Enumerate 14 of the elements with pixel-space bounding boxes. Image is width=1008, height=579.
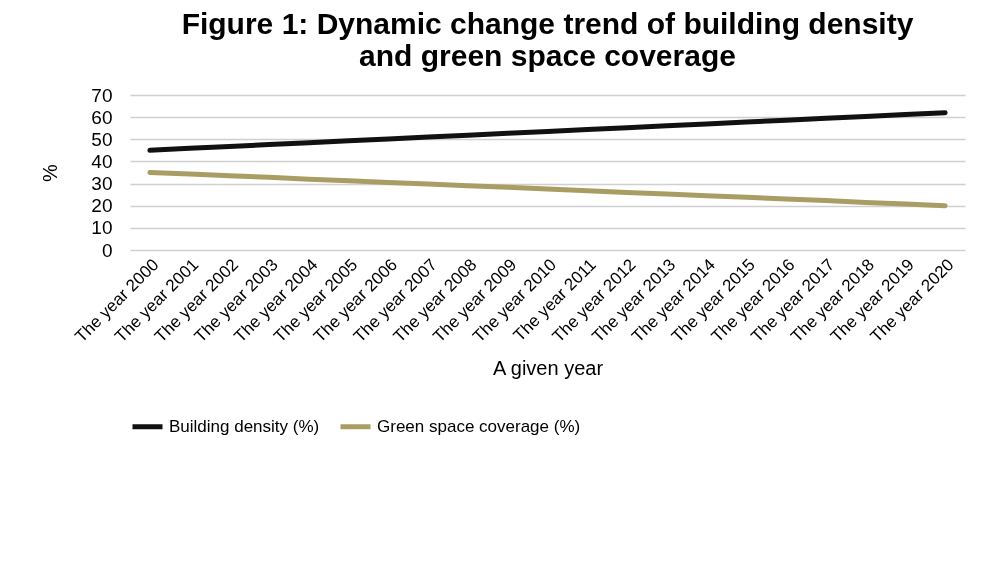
y-tick-label: 70	[91, 84, 113, 106]
y-tick-label: 60	[91, 106, 113, 128]
y-axis-title: %	[39, 163, 62, 182]
text: Figure 1: Dynamic change trend of building density	[181, 7, 914, 40]
y-tick-label: 30	[91, 173, 113, 195]
legend-label: Building density (%)	[169, 416, 320, 436]
legend-label: Green space coverage (%)	[377, 416, 581, 436]
y-tick-label: 40	[91, 150, 113, 172]
y-tick-label: 10	[91, 217, 113, 239]
x-axis-title: A given year	[492, 357, 604, 380]
y-tick-label: 50	[91, 128, 113, 150]
y-tick-label: 20	[91, 195, 113, 217]
y-tick-label: 0	[101, 239, 113, 261]
text: and green space coverage	[359, 39, 736, 72]
